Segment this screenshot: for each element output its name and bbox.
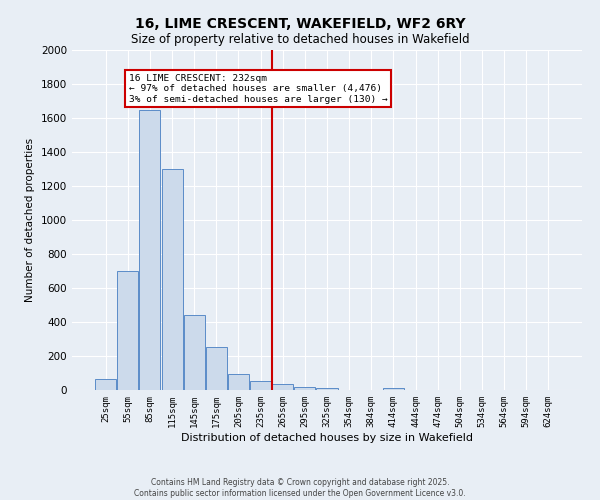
Bar [206,346,227,390]
Text: 16 LIME CRESCENT: 232sqm
← 97% of detached houses are smaller (4,476)
3% of semi: 16 LIME CRESCENT: 232sqm ← 97% of detach… [129,74,388,104]
Bar [184,315,205,390]
Bar [228,374,249,390]
Bar [272,384,293,390]
Bar [95,379,116,390]
Bar [118,271,139,390]
Text: Contains HM Land Registry data © Crown copyright and database right 2025.
Contai: Contains HM Land Registry data © Crown c… [134,478,466,498]
Bar [139,110,160,390]
Y-axis label: Number of detached properties: Number of detached properties [25,138,35,302]
Bar [295,386,316,390]
X-axis label: Distribution of detached houses by size in Wakefield: Distribution of detached houses by size … [181,432,473,442]
Text: 16, LIME CRESCENT, WAKEFIELD, WF2 6RY: 16, LIME CRESCENT, WAKEFIELD, WF2 6RY [134,18,466,32]
Bar [316,388,338,390]
Bar [161,169,182,390]
Text: Size of property relative to detached houses in Wakefield: Size of property relative to detached ho… [131,32,469,46]
Bar [250,380,271,390]
Bar [383,388,404,390]
